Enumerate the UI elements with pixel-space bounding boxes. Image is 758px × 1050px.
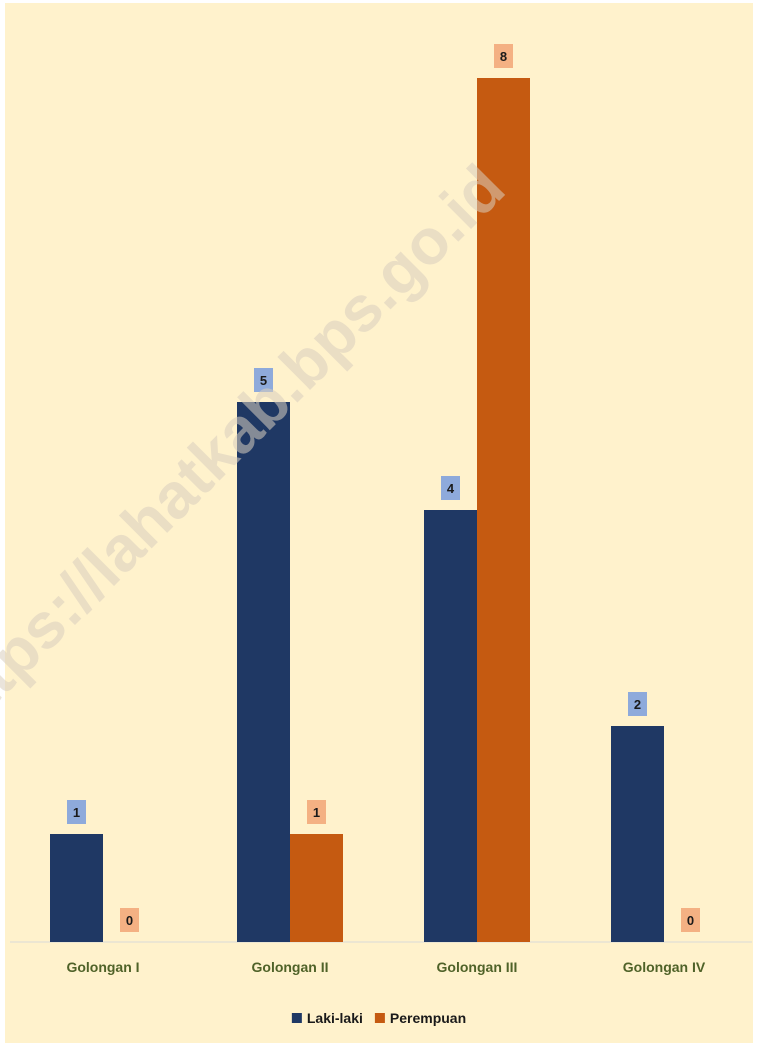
data-label-box-perempuan-golongan-ii [307, 800, 326, 824]
bar-laki-laki-golongan-i [50, 834, 103, 942]
legend: Laki-laki Perempuan [291, 1010, 466, 1026]
bar-laki-laki-golongan-ii [237, 402, 290, 942]
data-label-box-laki-laki-golongan-ii [254, 368, 273, 392]
bar-perempuan-golongan-ii [290, 834, 343, 942]
data-label-laki-laki-golongan-ii: 5 [260, 373, 267, 388]
data-label-perempuan-golongan-iii: 8 [500, 49, 507, 64]
x-tick-label-golongan-iv: Golongan IV [623, 959, 706, 975]
data-label-laki-laki-golongan-i: 1 [73, 805, 80, 820]
legend-label-laki-laki: Laki-laki [307, 1010, 363, 1026]
x-tick-label-golongan-iii: Golongan III [437, 959, 518, 975]
data-label-perempuan-golongan-i: 0 [126, 913, 133, 928]
x-tick-label-golongan-i: Golongan I [66, 959, 139, 975]
bar-laki-laki-golongan-iii [424, 510, 477, 942]
data-label-box-laki-laki-golongan-iv [628, 692, 647, 716]
data-label-box-perempuan-golongan-i [120, 908, 139, 932]
data-label-laki-laki-golongan-iv: 2 [634, 697, 641, 712]
data-label-perempuan-golongan-ii: 1 [313, 805, 320, 820]
data-label-box-perempuan-golongan-iv [681, 908, 700, 932]
data-label-box-laki-laki-golongan-iii [441, 476, 460, 500]
data-label-perempuan-golongan-iv: 0 [687, 913, 694, 928]
bar-laki-laki-golongan-iv [611, 726, 664, 942]
bar-perempuan-golongan-iii [477, 78, 530, 942]
legend-label-perempuan: Perempuan [390, 1010, 466, 1026]
data-label-laki-laki-golongan-iii: 4 [447, 481, 455, 496]
data-label-box-perempuan-golongan-iii [494, 44, 513, 68]
legend-swatch-perempuan [374, 1013, 385, 1023]
x-tick-label-golongan-ii: Golongan II [252, 959, 329, 975]
data-label-box-laki-laki-golongan-i [67, 800, 86, 824]
legend-swatch-laki-laki [291, 1013, 302, 1023]
